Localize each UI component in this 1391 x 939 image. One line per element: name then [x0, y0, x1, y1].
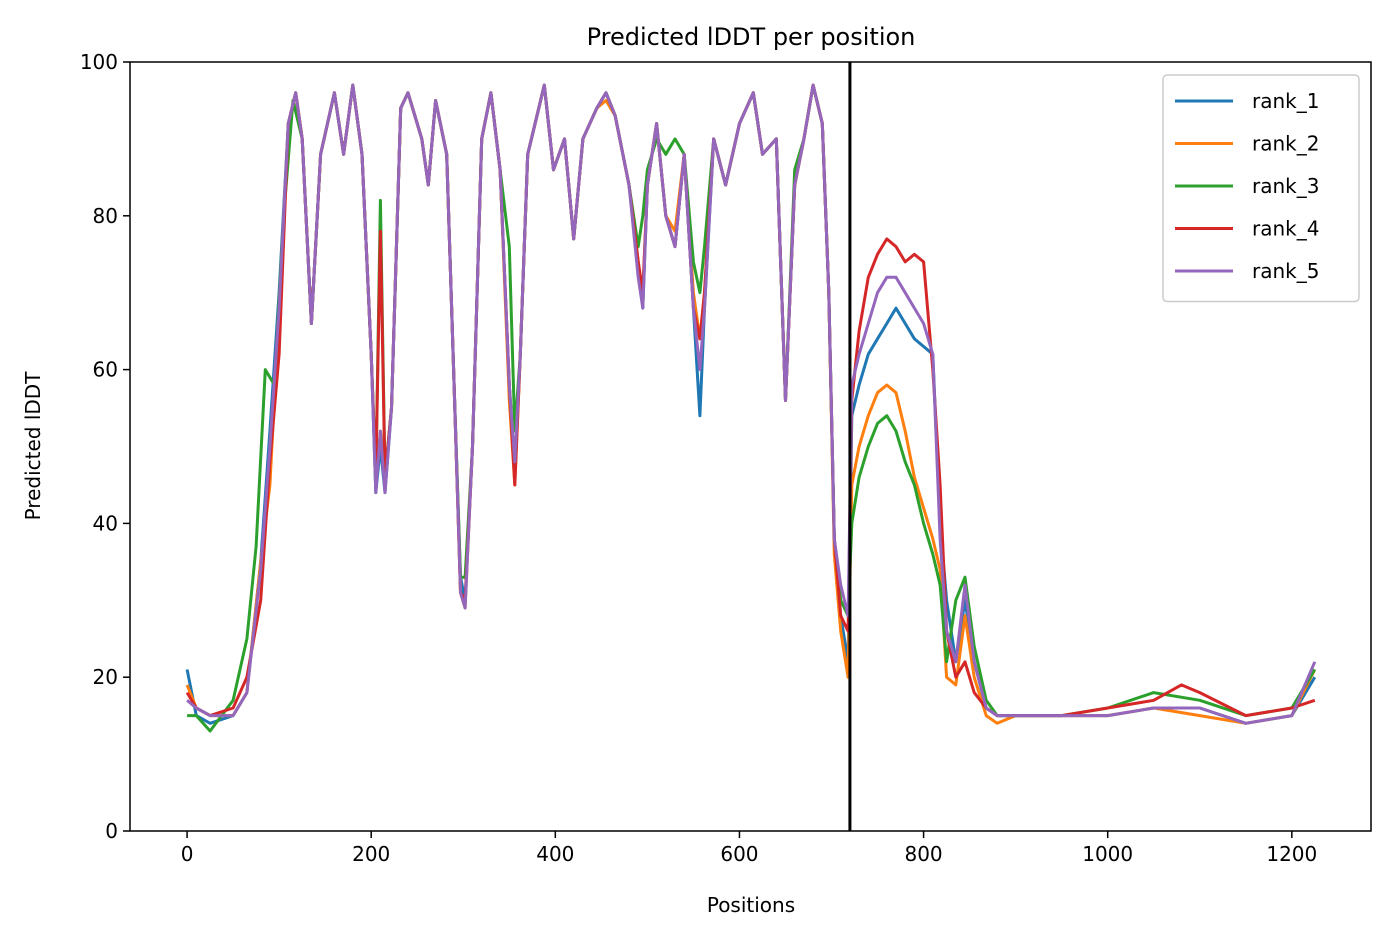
- y-tick-label: 80: [93, 204, 118, 228]
- legend: rank_1 rank_2 rank_3 rank_4 rank_5: [1162, 74, 1360, 303]
- legend-label: rank_4: [1252, 217, 1319, 241]
- x-axis-label: Positions: [707, 893, 795, 917]
- legend-label: rank_2: [1252, 132, 1319, 156]
- x-tick-label: 1200: [1266, 842, 1317, 866]
- y-tick-label: 60: [93, 358, 118, 382]
- x-tick-label: 400: [536, 842, 574, 866]
- x-tick-label: 600: [720, 842, 758, 866]
- y-tick-label: 40: [93, 511, 118, 535]
- x-tick-label: 1000: [1082, 842, 1133, 866]
- x-tick-label: 800: [904, 842, 942, 866]
- x-axis: 0 200 400 600 800 1000 1200: [181, 831, 1317, 866]
- legend-box: [1162, 74, 1360, 303]
- y-tick-label: 20: [93, 665, 118, 689]
- series-line-rank_5: [186, 83, 1317, 725]
- legend-label: rank_5: [1252, 259, 1319, 283]
- x-tick-label: 200: [352, 842, 390, 866]
- legend-label: rank_1: [1252, 89, 1319, 113]
- y-axis: 0 20 40 60 80 100: [80, 50, 130, 843]
- chart-title: Predicted lDDT per position: [587, 23, 916, 51]
- plot-frame: [129, 61, 1372, 832]
- y-axis-label: Predicted lDDT: [21, 371, 45, 521]
- legend-label: rank_3: [1252, 174, 1319, 198]
- y-tick-label: 100: [80, 50, 118, 74]
- series-layer: [185, 83, 1317, 733]
- y-tick-label: 0: [105, 819, 118, 843]
- x-tick-label: 0: [181, 842, 194, 866]
